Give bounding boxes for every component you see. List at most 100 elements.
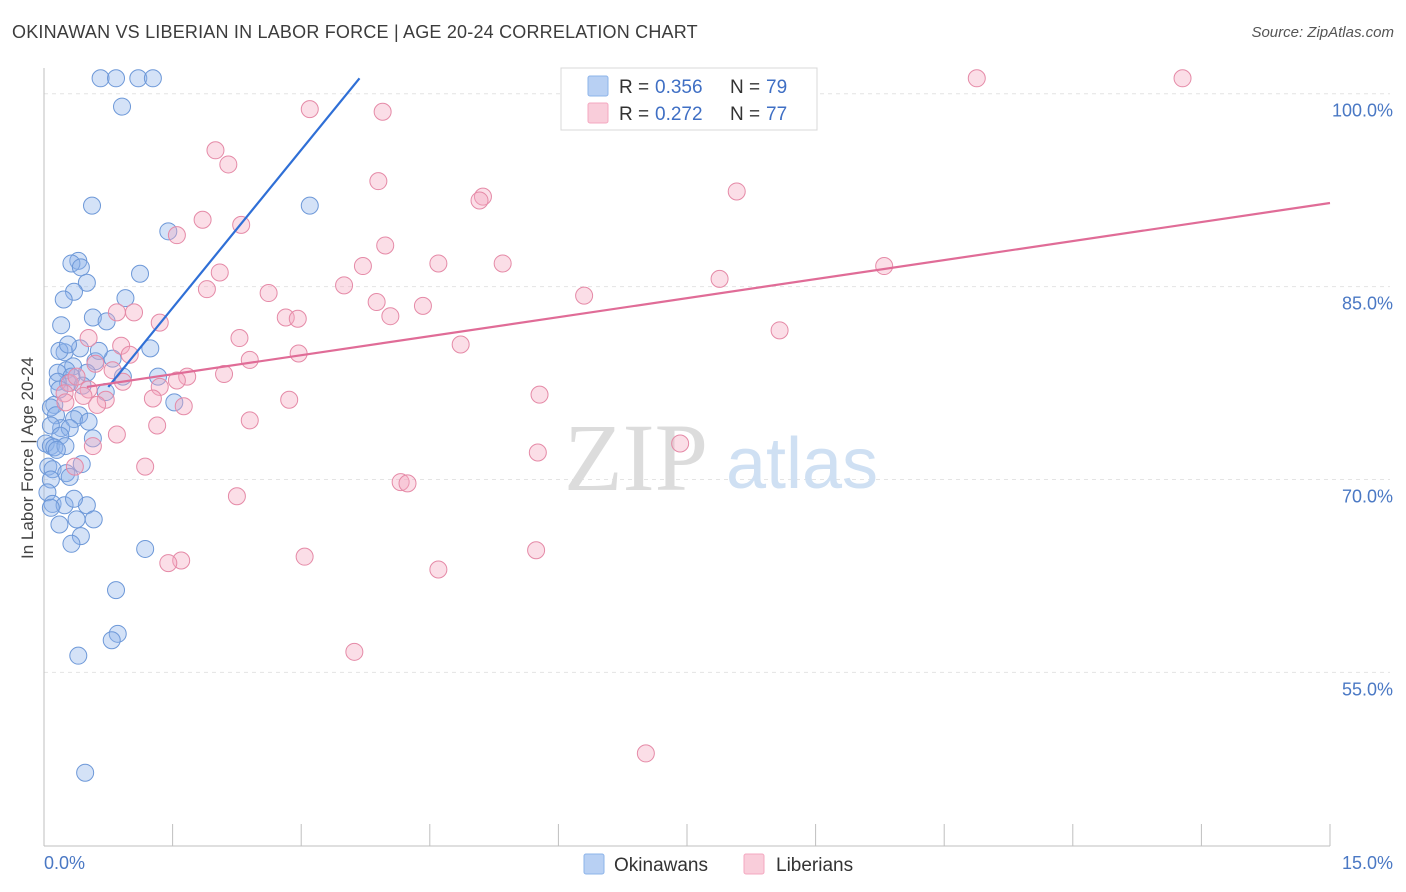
okinawan-point-66 <box>107 581 126 600</box>
okinawan-point-70 <box>76 763 95 782</box>
liberian-point-6 <box>369 172 388 191</box>
okinawan-point-4 <box>113 97 132 116</box>
okinawan-point-17 <box>52 316 71 335</box>
okinawan-point-65 <box>136 539 155 558</box>
watermark: ZIP atlas <box>564 404 878 511</box>
legend-n-label-0: N = <box>730 77 760 98</box>
liberian-point-58 <box>148 416 167 435</box>
liberian-point-12 <box>167 226 186 245</box>
liberian-point-67 <box>227 487 246 506</box>
liberian-point-9 <box>470 191 489 210</box>
legend-r-label-0: R = <box>619 77 649 98</box>
okinawan-point-7 <box>159 222 178 241</box>
okinawan-point-61 <box>84 510 103 529</box>
liberian-point-35 <box>451 335 470 354</box>
okinawan-point-74 <box>72 455 91 474</box>
liberian-point-66 <box>398 474 417 493</box>
okinawan-point-5 <box>83 196 102 215</box>
x-tick-labels: 0.0% 15.0% <box>44 853 1393 873</box>
okinawan-point-69 <box>69 646 88 665</box>
liberian-point-55 <box>280 390 299 409</box>
okinawan-point-12 <box>131 264 150 283</box>
liberian-point-0 <box>967 69 986 88</box>
liberian-point-23 <box>575 286 594 305</box>
liberian-point-45 <box>150 377 169 396</box>
chart-title: OKINAWAN VS LIBERIAN IN LABOR FORCE | AG… <box>12 22 698 42</box>
liberian-point-4 <box>206 141 225 160</box>
okinawan-point-55 <box>38 483 57 502</box>
liberian-point-16 <box>875 257 894 276</box>
watermark-zip: ZIP <box>564 404 708 511</box>
liberian-point-73 <box>345 642 364 661</box>
liberian-point-64 <box>65 457 84 476</box>
liberian-point-48 <box>55 384 74 403</box>
okinawan-point-43 <box>51 426 70 445</box>
bottom-legend-label-okinawans: Okinawans <box>614 855 708 876</box>
liberian-point-33 <box>770 321 789 340</box>
okinawan-point-11 <box>77 273 96 292</box>
x-axis-ticks <box>43 824 1331 846</box>
liberian-point-1 <box>1173 69 1192 88</box>
liberian-point-22 <box>259 284 278 303</box>
legend-box: R = 0.356 N = 79 R = 0.272 N = 77 <box>560 67 818 131</box>
legend-n-label-1: N = <box>730 104 760 125</box>
okinawan-point-68 <box>102 631 121 650</box>
okinawan-point-41 <box>41 416 60 435</box>
x-tick-label-0: 0.0% <box>44 853 85 873</box>
liberian-point-71 <box>159 554 178 573</box>
okinawan-point-76 <box>65 489 84 508</box>
okinawan-point-64 <box>62 534 81 553</box>
okinawan-point-1 <box>107 69 126 88</box>
okinawan-point-39 <box>65 410 84 429</box>
liberian-point-65 <box>391 473 410 492</box>
gridlines <box>44 93 1390 673</box>
bottom-legend-swatch-okinawans <box>583 853 605 875</box>
liberian-point-38 <box>289 344 308 363</box>
liberian-point-39 <box>240 350 259 369</box>
liberian-point-56 <box>56 393 75 412</box>
liberian-point-52 <box>530 385 549 404</box>
okinawan-point-53 <box>60 467 79 486</box>
liberian-point-57 <box>240 411 259 430</box>
liberian-point-51 <box>143 389 162 408</box>
bottom-legend: Okinawans Liberians <box>583 853 853 876</box>
liberian-point-50 <box>96 390 115 409</box>
okinawan-point-16 <box>97 312 116 331</box>
okinawan-point-14 <box>116 289 135 308</box>
legend-swatch-okinawans <box>587 75 609 97</box>
liberian-point-53 <box>88 395 107 414</box>
liberian-point-7 <box>727 182 746 201</box>
okinawan-point-6 <box>300 196 319 215</box>
okinawans-trend-line <box>107 77 361 388</box>
okinawan-point-73 <box>79 412 98 431</box>
liberian-point-29 <box>288 309 307 328</box>
okinawan-point-63 <box>71 527 90 546</box>
legend-r-label-1: R = <box>619 104 649 125</box>
liberian-point-32 <box>79 329 98 348</box>
okinawan-point-44 <box>83 429 102 448</box>
liberian-point-76 <box>74 386 93 405</box>
liberian-point-30 <box>381 307 400 326</box>
okinawan-point-15 <box>83 308 102 327</box>
y-axis-label: In Labor Force | Age 20-24 <box>18 357 37 559</box>
liberian-point-27 <box>125 303 144 322</box>
liberian-point-68 <box>527 541 546 560</box>
trend-lines <box>86 77 1331 389</box>
okinawan-point-57 <box>55 496 74 515</box>
okinawan-point-62 <box>50 515 69 534</box>
okinawan-point-58 <box>41 498 60 517</box>
liberian-point-2 <box>300 100 319 119</box>
y-tick-label-1: 85.0% <box>1342 294 1393 314</box>
liberian-point-20 <box>335 276 354 295</box>
y-tick-label-0: 100.0% <box>1332 101 1393 121</box>
liberian-point-72 <box>429 560 448 579</box>
legend-n-value-0: 79 <box>766 77 787 98</box>
liberians-points <box>55 69 1192 763</box>
okinawan-point-42 <box>60 419 79 438</box>
liberian-point-47 <box>60 374 79 393</box>
okinawan-point-77 <box>54 290 73 309</box>
okinawan-point-48 <box>56 437 75 456</box>
bottom-legend-label-liberians: Liberians <box>776 855 853 876</box>
okinawan-point-2 <box>129 69 148 88</box>
liberian-point-74 <box>636 744 655 763</box>
